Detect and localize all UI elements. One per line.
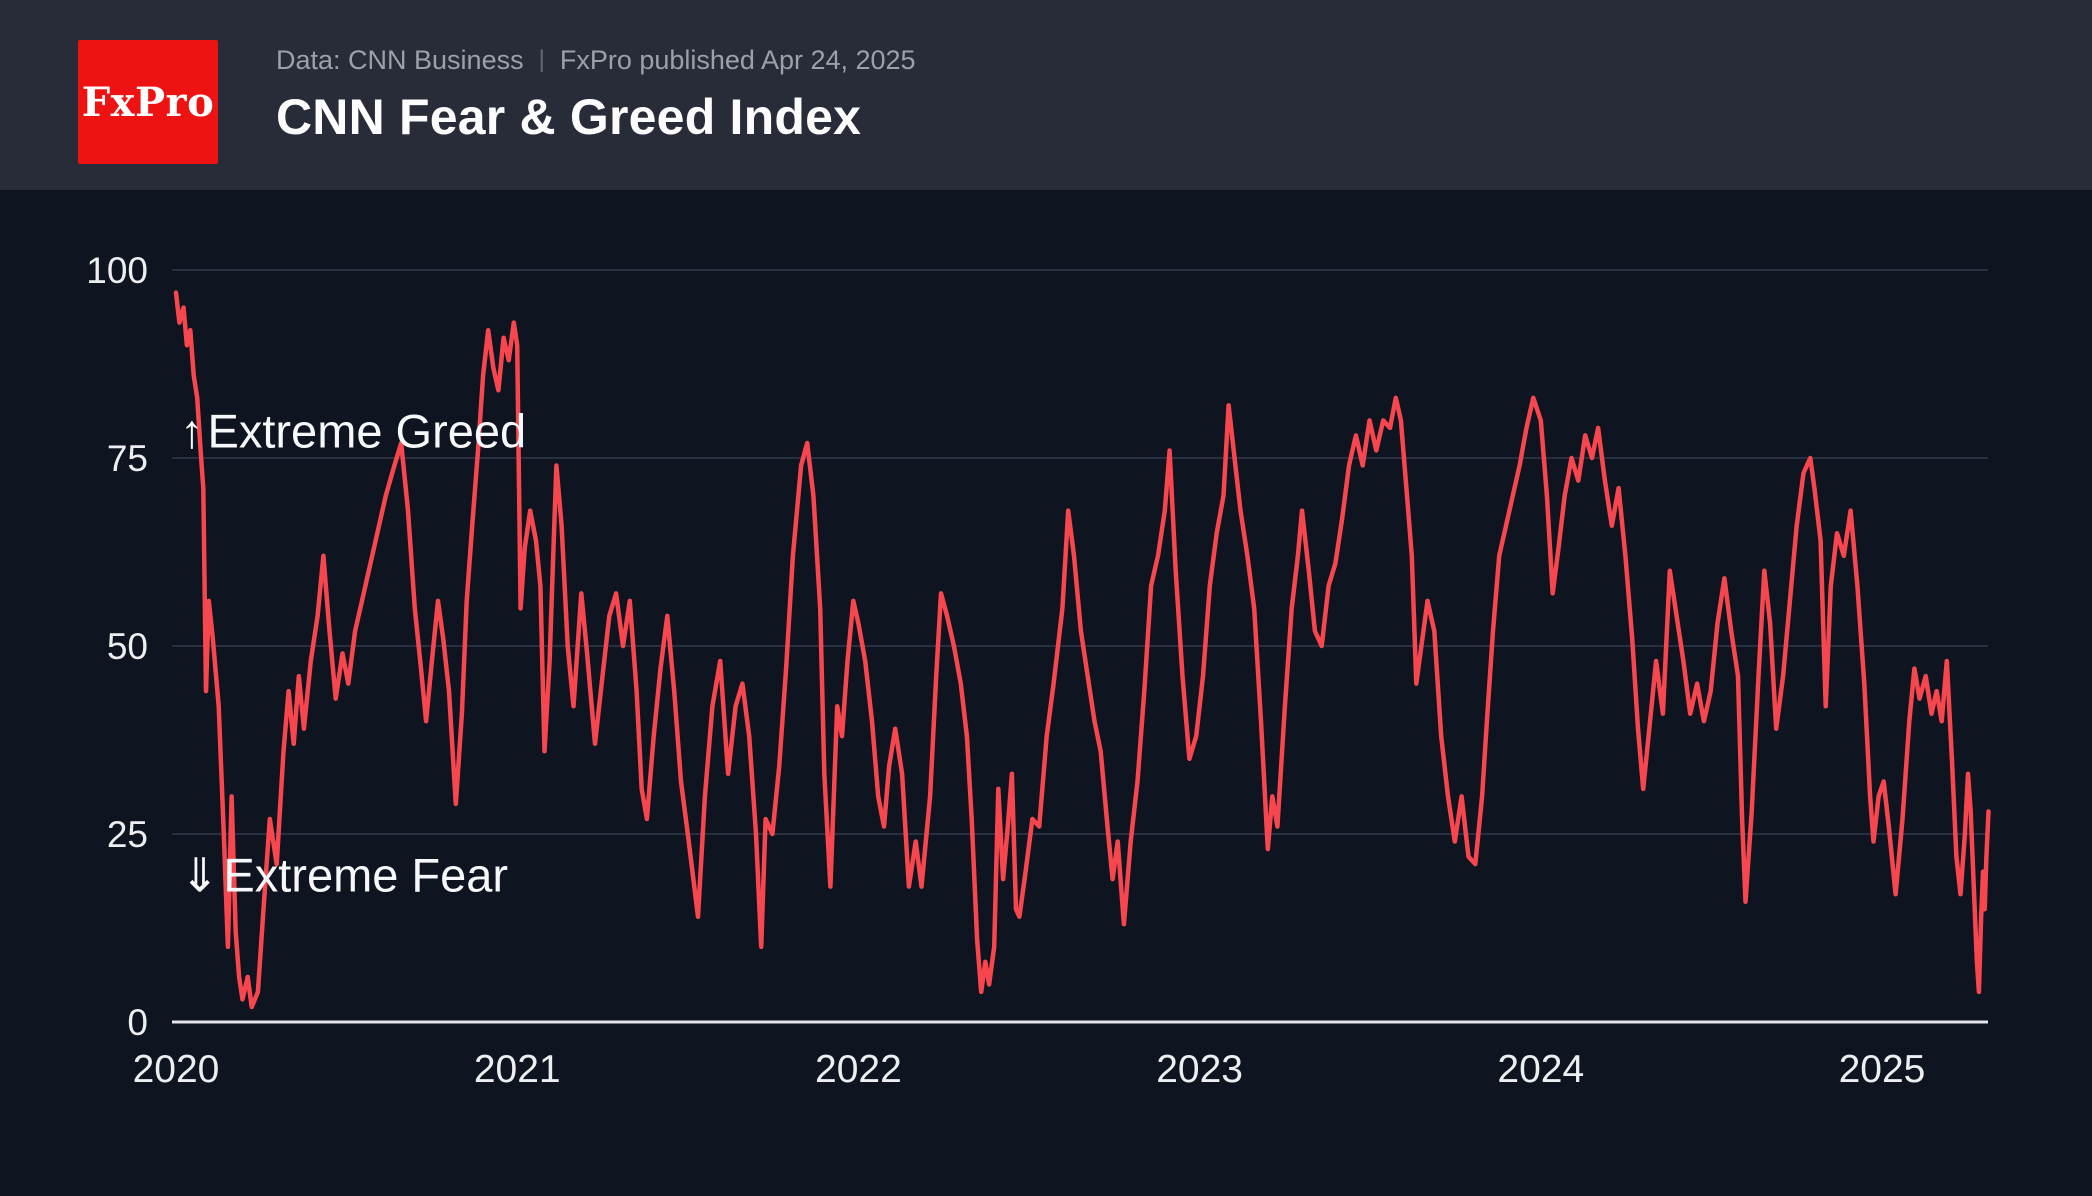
x-axis-tick-label: 2023 <box>1156 1048 1243 1091</box>
y-axis-tick-label: 50 <box>107 626 148 667</box>
data-source-label: Data: CNN Business <box>276 45 524 75</box>
extreme-greed-arrow-icon: ↑ <box>180 405 204 458</box>
annotations: ↑Extreme Greed ⇓Extreme Fear <box>180 405 526 902</box>
gridlines <box>172 269 1988 835</box>
extreme-fear-label: Extreme Fear <box>223 848 508 901</box>
y-axis-tick-label: 0 <box>127 1002 148 1043</box>
x-axis-tick-label: 2022 <box>815 1048 902 1091</box>
y-axis-tick-label: 75 <box>107 438 148 479</box>
extreme-fear-arrow-icon: ⇓ <box>180 848 219 901</box>
header-bar: FxPro Data: CNN Business | FxPro publish… <box>0 0 2092 190</box>
y-axis-tick-label: 25 <box>107 814 148 855</box>
fxpro-logo-text: FxPro <box>81 78 215 126</box>
x-axis-tick-label: 2024 <box>1497 1048 1584 1091</box>
published-date-label: FxPro published Apr 24, 2025 <box>559 45 916 75</box>
x-axis-tick-label: 2021 <box>474 1048 561 1091</box>
chart-source-line: Data: CNN Business | FxPro published Apr… <box>276 44 916 76</box>
header-titles: Data: CNN Business | FxPro published Apr… <box>276 44 916 146</box>
axis-labels: 0 25 50 75 100 2020 2021 2022 2023 2024 2025 <box>86 250 1925 1091</box>
subtitle-separator: | <box>538 45 545 73</box>
extreme-greed-label: Extreme Greed <box>208 405 527 458</box>
fxpro-logo: FxPro <box>78 40 218 164</box>
index-line-layer <box>173 290 1991 1010</box>
index-line <box>173 290 1991 1010</box>
annotation-extreme-greed: ↑Extreme Greed <box>180 405 526 458</box>
page-title: CNN Fear & Greed Index <box>276 89 862 146</box>
x-axis-tick-label: 2025 <box>1839 1048 1926 1091</box>
x-axis-tick-label: 2020 <box>133 1048 220 1091</box>
annotation-extreme-fear: ⇓Extreme Fear <box>180 848 508 901</box>
y-axis-tick-label: 100 <box>86 250 148 291</box>
